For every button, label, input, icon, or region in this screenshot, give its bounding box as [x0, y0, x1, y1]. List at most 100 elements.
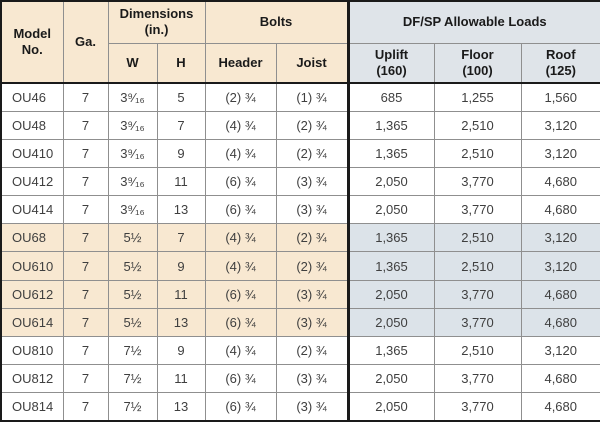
header-bolts-cell: (6) ¾	[204, 279, 277, 309]
width-cell: 5½	[107, 307, 158, 337]
uplift-load-cell: 2,050	[346, 166, 435, 197]
table-row: OU68 7 5½ 7 (4) ¾ (2) ¾ 1,365 2,510 3,120	[0, 223, 600, 253]
table-row: OU412 7 3⁹⁄₁₆ 11 (6) ¾ (3) ¾ 2,050 3,770 4,680	[0, 166, 600, 197]
height-cell: 7	[156, 110, 206, 140]
roof-load-cell: 4,680	[520, 166, 600, 197]
floor-load-cell: 3,770	[433, 364, 522, 394]
model-cell: OU614	[0, 307, 64, 337]
model-cell: OU412	[0, 166, 64, 197]
header-bolts-cell: (4) ¾	[204, 110, 277, 140]
joist-bolts-cell: (2) ¾	[275, 110, 349, 140]
model-cell: OU812	[0, 364, 64, 394]
height-cell: 13	[156, 307, 206, 337]
height-cell: 13	[156, 195, 206, 225]
table-row: OU614 7 5½ 13 (6) ¾ (3) ¾ 2,050 3,770 4,680	[0, 307, 600, 337]
header-bolts-cell: (6) ¾	[204, 195, 277, 225]
height-cell: 7	[156, 223, 206, 253]
width-cell: 7½	[107, 392, 158, 422]
floor-load-cell: 2,510	[433, 138, 522, 168]
floor-load-cell: 2,510	[433, 223, 522, 253]
height-cell: 9	[156, 138, 206, 168]
roof-load-cell: 3,120	[520, 138, 600, 168]
roof-load-cell: 3,120	[520, 335, 600, 366]
roof-load-cell: 3,120	[520, 251, 600, 281]
floor-load-cell: 2,510	[433, 110, 522, 140]
floor-load-cell: 2,510	[433, 251, 522, 281]
model-cell: OU810	[0, 335, 64, 366]
ga-cell: 7	[62, 335, 109, 366]
width-cell: 5½	[107, 279, 158, 309]
col-header-floor-100: Floor (100)	[433, 42, 522, 84]
uplift-load-cell: 1,365	[346, 251, 435, 281]
ga-cell: 7	[62, 392, 109, 422]
joist-bolts-cell: (2) ¾	[275, 335, 349, 366]
roof-load-cell: 4,680	[520, 279, 600, 309]
table-row: OU814 7 7½ 13 (6) ¾ (3) ¾ 2,050 3,770 4,680	[0, 392, 600, 422]
width-cell: 5½	[107, 251, 158, 281]
col-header-bolts-header: Header	[204, 42, 277, 84]
floor-load-cell: 3,770	[433, 166, 522, 197]
table-header: Model No. Ga. Dimensions (in.) Bolts DF/…	[0, 0, 600, 84]
col-header-uplift-160: Uplift (160)	[346, 42, 435, 84]
ga-cell: 7	[62, 195, 109, 225]
col-header-bolts: Bolts	[204, 0, 349, 44]
table-row: OU812 7 7½ 11 (6) ¾ (3) ¾ 2,050 3,770 4,680	[0, 364, 600, 394]
col-header-model-no: Model No.	[0, 0, 64, 84]
ga-cell: 7	[62, 223, 109, 253]
height-cell: 5	[156, 82, 206, 112]
ga-cell: 7	[62, 307, 109, 337]
width-cell: 5½	[107, 223, 158, 253]
col-header-roof-125: Roof (125)	[520, 42, 600, 84]
model-cell: OU414	[0, 195, 64, 225]
table-row: OU612 7 5½ 11 (6) ¾ (3) ¾ 2,050 3,770 4,680	[0, 279, 600, 309]
roof-load-cell: 4,680	[520, 195, 600, 225]
table-body: OU46 7 3⁹⁄₁₆ 5 (2) ¾ (1) ¾ 685 1,255 1,560 OU48 7 3…	[0, 82, 600, 422]
model-cell: OU68	[0, 223, 64, 253]
table-row: OU46 7 3⁹⁄₁₆ 5 (2) ¾ (1) ¾ 685 1,255 1,560	[0, 82, 600, 112]
header-bolts-cell: (2) ¾	[204, 82, 277, 112]
col-header-bolts-joist: Joist	[275, 42, 349, 84]
height-cell: 11	[156, 364, 206, 394]
model-cell: OU612	[0, 279, 64, 309]
uplift-load-cell: 2,050	[346, 307, 435, 337]
floor-load-cell: 3,770	[433, 279, 522, 309]
header-bolts-cell: (6) ¾	[204, 364, 277, 394]
floor-load-cell: 2,510	[433, 335, 522, 366]
width-cell: 7½	[107, 335, 158, 366]
height-cell: 13	[156, 392, 206, 422]
width-cell: 7½	[107, 364, 158, 394]
roof-load-cell: 4,680	[520, 392, 600, 422]
width-cell: 3⁹⁄₁₆	[107, 82, 158, 112]
col-header-width: W	[107, 42, 158, 84]
width-cell: 3⁹⁄₁₆	[107, 138, 158, 168]
roof-load-cell: 3,120	[520, 110, 600, 140]
col-header-dfsp-allowable-loads: DF/SP Allowable Loads	[346, 0, 600, 44]
header-bolts-cell: (4) ¾	[204, 223, 277, 253]
ga-cell: 7	[62, 138, 109, 168]
uplift-load-cell: 2,050	[346, 392, 435, 422]
height-cell: 11	[156, 166, 206, 197]
uplift-load-cell: 685	[346, 82, 435, 112]
floor-load-cell: 3,770	[433, 195, 522, 225]
joist-bolts-cell: (3) ¾	[275, 279, 349, 309]
header-bolts-cell: (6) ¾	[204, 307, 277, 337]
height-cell: 9	[156, 251, 206, 281]
table-row: OU810 7 7½ 9 (4) ¾ (2) ¾ 1,365 2,510 3,120	[0, 335, 600, 366]
header-bolts-cell: (6) ¾	[204, 166, 277, 197]
col-header-height: H	[156, 42, 206, 84]
col-header-ga: Ga.	[62, 0, 109, 84]
joist-bolts-cell: (2) ¾	[275, 251, 349, 281]
ga-cell: 7	[62, 251, 109, 281]
col-header-dimensions: Dimensions (in.)	[107, 0, 206, 44]
uplift-load-cell: 1,365	[346, 335, 435, 366]
joist-bolts-cell: (3) ¾	[275, 166, 349, 197]
model-cell: OU48	[0, 110, 64, 140]
table-row: OU410 7 3⁹⁄₁₆ 9 (4) ¾ (2) ¾ 1,365 2,510 3,120	[0, 138, 600, 168]
ga-cell: 7	[62, 110, 109, 140]
uplift-load-cell: 2,050	[346, 364, 435, 394]
joist-bolts-cell: (1) ¾	[275, 82, 349, 112]
model-cell: OU46	[0, 82, 64, 112]
table-row: OU48 7 3⁹⁄₁₆ 7 (4) ¾ (2) ¾ 1,365 2,510 3,120	[0, 110, 600, 140]
